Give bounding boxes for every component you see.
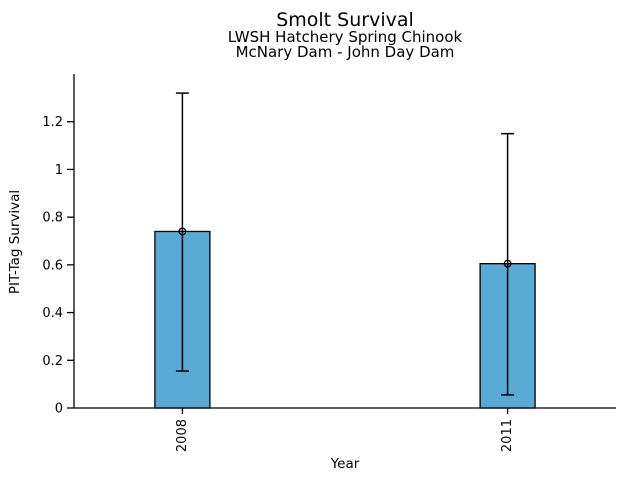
chart-title: Smolt Survival <box>276 9 414 31</box>
mean-marker <box>503 259 512 268</box>
mean-marker <box>178 227 187 236</box>
y-axis-label: PIT-Tag Survival <box>7 189 23 295</box>
y-tick-label: 0.4 <box>42 306 63 321</box>
x-tick-label: 2011 <box>500 419 515 452</box>
chart-subtitle-line1: LWSH Hatchery Spring Chinook <box>227 28 463 46</box>
x-tick-label: 2008 <box>175 419 190 452</box>
y-tick-label: 0.8 <box>42 211 63 226</box>
y-tick-label: 0.6 <box>42 258 63 273</box>
y-tick-label: 0 <box>55 402 63 417</box>
x-axis-label: Year <box>330 456 360 472</box>
y-tick-label: 1.2 <box>42 115 63 130</box>
chart-subtitle-line2: McNary Dam - John Day Dam <box>235 43 455 61</box>
y-tick-label: 1 <box>55 163 63 178</box>
y-tick-label: 0.2 <box>42 354 63 369</box>
